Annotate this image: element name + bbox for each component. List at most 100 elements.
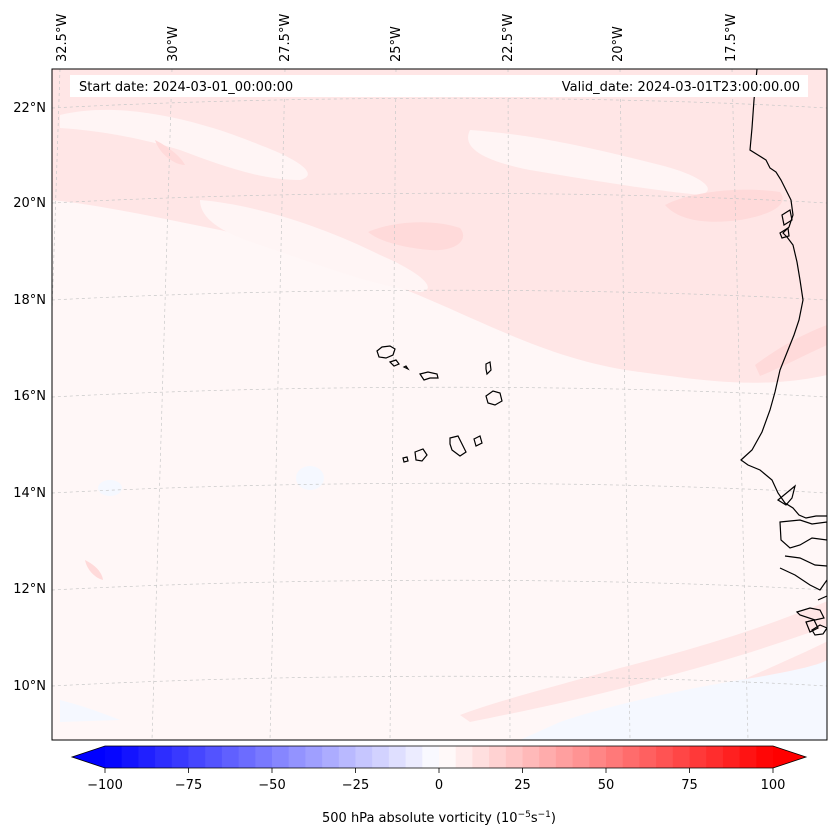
vorticity-gap-1: [60, 109, 308, 180]
colorbar-swatch: [706, 746, 724, 768]
island-sal: [485, 361, 492, 376]
colorbar-swatch: [756, 746, 774, 768]
lon-label-17-5w: 17.5°W: [724, 14, 739, 62]
colorbar-swatch: [405, 746, 423, 768]
longitude-labels: 32.5°W 30°W 27.5°W 25°W 22.5°W 20°W 17.5…: [55, 14, 739, 62]
colorbar-swatches: [105, 746, 774, 768]
colorbar-swatch: [288, 746, 306, 768]
cabo-verde-islands: [376, 345, 503, 463]
colorbar-swatch: [739, 746, 757, 768]
colorbar-swatch: [322, 746, 340, 768]
colorbar-swatch: [338, 746, 357, 768]
colorbar-swatch: [639, 746, 657, 768]
lon-label-25w: 25°W: [389, 26, 404, 62]
coastline-guinea-bissau: [779, 567, 827, 591]
colorbar-swatch: [188, 746, 206, 768]
colorbar-swatch: [238, 746, 256, 768]
coastline-cap-blanc: [779, 226, 790, 239]
colorbar-swatch: [272, 746, 290, 768]
lat-label-22n: 22°N: [13, 101, 46, 116]
gridline-lon-22-5: [507, 69, 511, 740]
island-santo-antao: [376, 345, 396, 359]
colorbar-swatch: [372, 746, 390, 768]
coastline-gambia: [779, 519, 827, 549]
colorbar-swatch: [689, 746, 707, 768]
gridline-lat-20: [52, 192, 827, 204]
vorticity-core-1: [368, 222, 464, 251]
colorbar-swatch: [105, 746, 123, 768]
header-box: [70, 75, 808, 97]
colorbar-extend-low: [72, 746, 105, 768]
lat-label-20n: 20°N: [13, 196, 46, 211]
valid-date-label: Valid_date: 2024-03-01T23:00:00.00: [562, 80, 800, 95]
colorbar-tick-label: −25: [342, 778, 369, 793]
negative-patch-1: [296, 466, 324, 490]
gridline-lat-14: [52, 482, 827, 494]
coastline-main: [740, 69, 827, 519]
colorbar-swatch: [606, 746, 624, 768]
colorbar-swatch: [121, 746, 139, 768]
vorticity-core-5: [85, 560, 103, 580]
colorbar-tick-label: −75: [175, 778, 202, 793]
colorbar-swatch: [505, 746, 524, 768]
colorbar-tick-label: 100: [761, 778, 786, 793]
vorticity-gap-3: [468, 130, 708, 195]
colorbar-swatch: [171, 746, 190, 768]
gridline-lat-10: [52, 675, 827, 687]
colorbar-swatch: [138, 746, 156, 768]
colorbar: −100 −75 −50 −25 0 25 50 75 100 500 hPa absolute…: [70, 745, 808, 826]
colorbar-swatch: [489, 746, 507, 768]
vorticity-cores: [85, 140, 827, 580]
colorbar-tick-label: 25: [514, 778, 531, 793]
gridline-lon-17-5: [731, 69, 749, 740]
gridline-lon-25: [389, 69, 397, 740]
colorbar-swatch: [555, 746, 574, 768]
negative-patch-2: [98, 480, 122, 496]
island-brava: [402, 456, 409, 463]
colorbar-swatch: [672, 746, 691, 768]
island-fogo: [414, 448, 428, 462]
lat-label-16n: 16°N: [13, 389, 46, 404]
coastline-casamance: [784, 555, 827, 567]
map-border: [51, 68, 828, 741]
colorbar-label: 500 hPa absolute vorticity (10−5s−1): [322, 810, 556, 826]
lat-label-12n: 12°N: [13, 582, 46, 597]
colorbar-tick-label: −50: [258, 778, 285, 793]
colorbar-swatch: [589, 746, 607, 768]
colorbar-extend-high: [773, 746, 806, 768]
colorbar-tick-label: 0: [435, 778, 443, 793]
island-sao-vicente: [388, 359, 400, 367]
lat-label-14n: 14°N: [13, 486, 46, 501]
gridline-lat-18: [52, 289, 827, 301]
colorbar-swatch: [305, 746, 323, 768]
coastline-banc-arguin: [781, 209, 793, 226]
colorbar-swatch: [439, 746, 457, 768]
coastline-bijagos: [795, 607, 825, 621]
colorbar-swatch: [422, 746, 440, 768]
colorbar-swatch: [355, 746, 373, 768]
lat-label-10n: 10°N: [13, 679, 46, 694]
colorbar-tick-label: 75: [681, 778, 698, 793]
colorbar-swatch: [539, 746, 557, 768]
gridline-lon-20: [619, 69, 631, 740]
negative-patch-3: [520, 660, 827, 740]
colorbar-swatch: [455, 746, 473, 768]
island-santa-luzia: [402, 365, 410, 371]
colorbar-swatch: [221, 746, 240, 768]
gridlines: [52, 69, 827, 740]
coastline-guinea-1: [805, 619, 819, 633]
coastline-guinea-3: [817, 595, 827, 601]
colorbar-swatch: [155, 746, 173, 768]
vorticity-core-4: [155, 140, 185, 165]
lon-label-20w: 20°W: [611, 26, 626, 62]
west-africa-coastline: [740, 69, 827, 636]
gridline-lon-27-5: [269, 69, 286, 740]
lat-label-18n: 18°N: [13, 293, 46, 308]
gridline-lon-30: [151, 69, 173, 740]
colorbar-swatch: [472, 746, 490, 768]
colorbar-swatch: [572, 746, 590, 768]
colorbar-swatch: [622, 746, 640, 768]
colorbar-swatch: [255, 746, 273, 768]
island-maio: [473, 435, 483, 447]
colorbar-swatch: [656, 746, 674, 768]
